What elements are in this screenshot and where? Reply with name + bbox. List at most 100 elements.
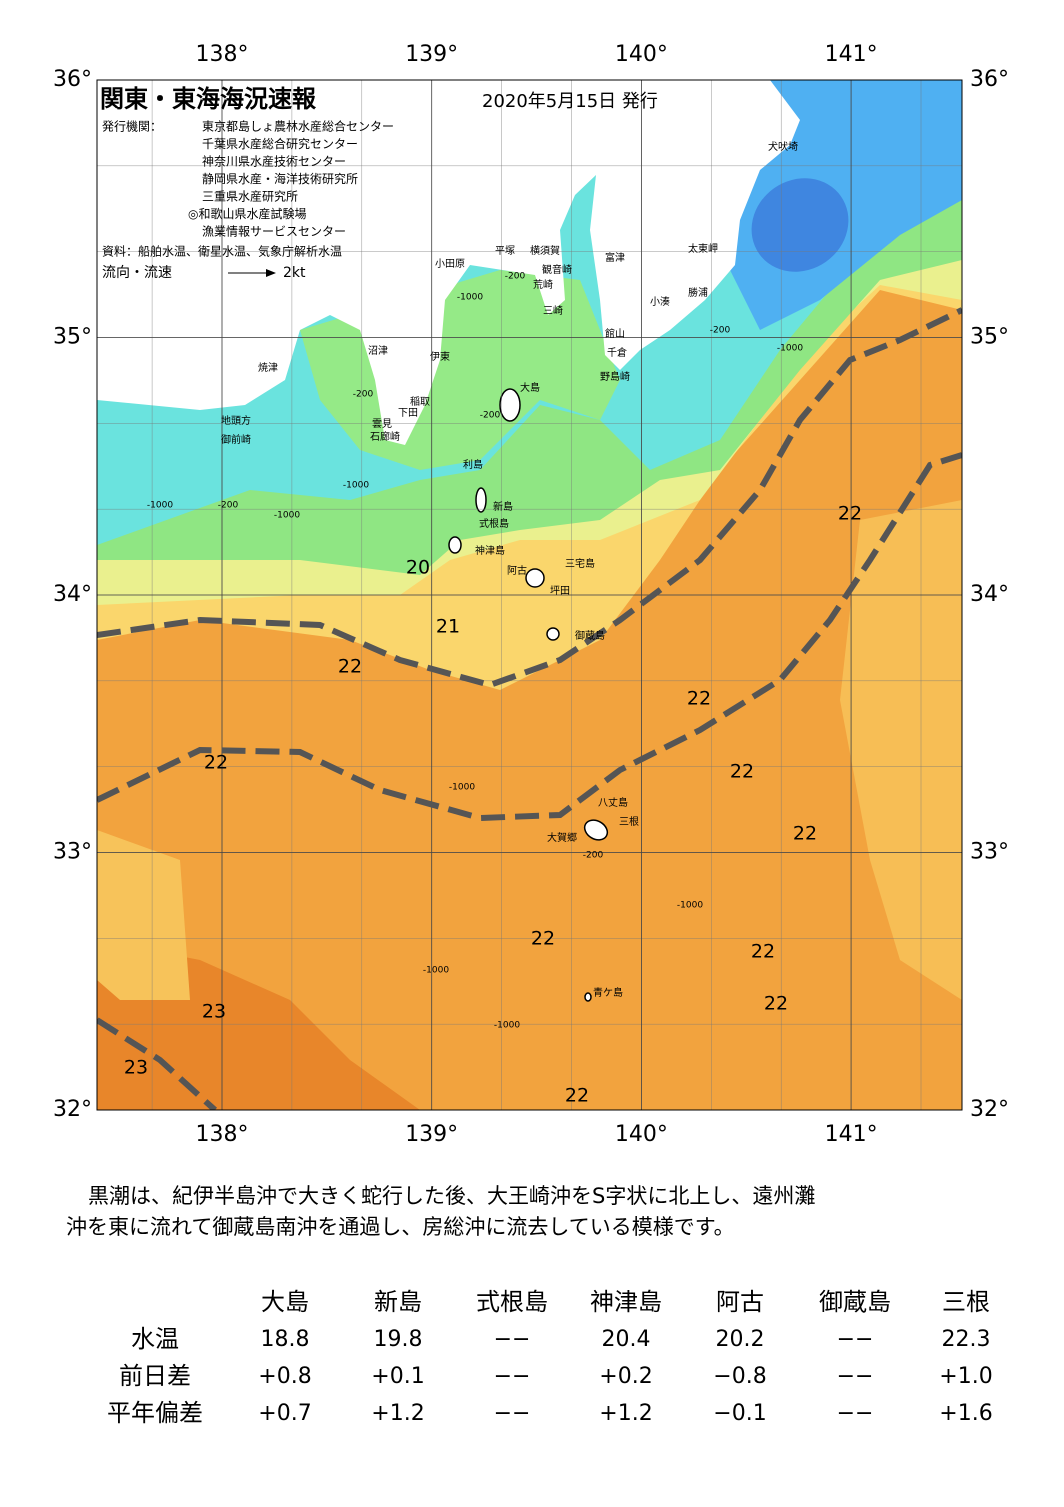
table-cell: +0.7 [258,1401,311,1426]
table-cell: 20.4 [602,1327,651,1352]
sea-temperature-map [97,80,962,1110]
publisher: 千葉県水産総合研究センター [202,136,358,151]
table-header: 大島 [261,1288,309,1316]
place-name: 坪田 [550,584,570,597]
lon-label: 141° [825,1122,878,1147]
place-name: 三根 [619,815,639,828]
place-name: 沼津 [368,344,388,357]
place-name: 観音崎 [542,263,572,276]
place-name: 小湊 [650,295,670,308]
land [97,80,800,445]
table-cell: −− [837,1401,874,1426]
depth-label: -200 [218,501,239,511]
description-line: 黒潮は、紀伊半島沖で大きく蛇行した後、大王崎沖をS字状に北上し、遠州灘 [88,1184,815,1208]
isotherm-label: 22 [730,761,754,783]
legend-speed: 2kt [283,265,306,281]
table-cell: +0.1 [371,1364,424,1389]
isotherm-label: 22 [793,823,817,845]
table-header: 三根 [942,1288,990,1316]
place-name: 大賀郷 [547,831,577,844]
island [448,536,462,554]
lon-label: 140° [615,42,668,67]
depth-label: -200 [583,851,604,861]
kuroshio-axis [97,452,962,822]
depth-label: -1000 [677,901,703,911]
table-cell: −0.1 [713,1401,766,1426]
lon-label: 139° [405,1122,458,1147]
place-name: 下田 [398,408,418,419]
lon-label: 141° [825,42,878,67]
depth-label: -1000 [147,501,173,511]
depth-label: -1000 [457,293,483,303]
row-label: 水温 [131,1325,179,1353]
table-header: 御蔵島 [819,1288,891,1316]
publisher: 東京都島しょ農林水産総合センター [202,119,394,134]
publisher: 静岡県水産・海洋技術研究所 [202,171,358,186]
publisher: 漁業情報サービスセンター [202,225,346,239]
table-cell: −− [494,1327,531,1352]
source: 資料：船舶水温、衛星水温、気象庁解析水温 [102,244,342,259]
table-cell: −− [494,1364,531,1389]
place-name: 新島 [493,500,513,513]
publisher: ◎和歌山県水産試験場 [188,206,306,221]
place-name: 太東岬 [688,242,718,255]
isotherm-label: 22 [565,1085,589,1107]
table-cell: +1.0 [939,1364,992,1389]
place-name: 石廊崎 [370,430,400,443]
kuroshio [97,307,962,1110]
depth-label: -200 [710,326,731,336]
table-header: 式根島 [476,1288,548,1316]
place-name: 式根島 [479,517,509,530]
table-cell: −0.8 [713,1364,766,1389]
sea-cold-core [751,178,849,272]
table-cell: −− [837,1327,874,1352]
isotherm-label: 22 [764,993,788,1015]
place-name: 犬吠埼 [768,140,798,153]
table-cell: +1.6 [939,1401,992,1426]
place-name: 三崎 [543,304,563,317]
table-cell: −− [837,1364,874,1389]
isotherm-label: 22 [751,941,775,963]
table-cell: +1.2 [371,1401,424,1426]
kuroshio-axis [97,1017,218,1110]
place-name: 稲取 [410,396,430,408]
lat-label: 33° [53,840,92,865]
lon-label: 140° [615,1122,668,1147]
table-cell: −− [494,1401,531,1426]
place-name: 館山 [605,327,625,340]
description-line: 沖を東に流れて御蔵島南沖を通過し、房総沖に流去している模様です。 [66,1215,735,1239]
table-cell: 20.2 [716,1327,765,1352]
isotherm-label: 23 [202,1001,226,1023]
table-header: 阿古 [716,1288,764,1316]
place-name: 横須賀 [530,244,560,257]
sea-patch [97,830,190,1000]
isotherm-label: 23 [124,1057,148,1079]
isotherm-label: 20 [406,557,430,579]
grid [97,80,962,1110]
island [475,487,487,513]
place-name: 神津島 [475,544,505,557]
publisher-label: 発行機関： [102,119,162,134]
depth-label: -1000 [777,344,803,354]
place-name: 八丈島 [598,796,628,809]
lat-label: 35° [970,325,1009,350]
lon-label: 138° [196,1122,249,1147]
legend-arrowhead [266,269,276,277]
place-name: 富津 [605,251,625,264]
table-header: 新島 [374,1288,422,1316]
place-name: 平塚 [495,245,515,257]
table-cell: +0.2 [599,1364,652,1389]
lat-label: 34° [970,582,1009,607]
place-name: 勝浦 [688,286,708,299]
lat-label: 32° [970,1097,1009,1122]
place-name: 御蔵島 [575,629,605,642]
publisher: 神奈川県水産技術センター [202,154,346,169]
island [499,388,521,422]
place-name: 利島 [463,458,483,471]
lon-label: 139° [405,42,458,67]
isotherm-label: 22 [838,503,862,525]
table-cell: +0.8 [258,1364,311,1389]
legend-label: 流向・流速 [102,265,172,281]
place-name: 御前崎 [221,433,251,446]
islands [448,388,609,1002]
